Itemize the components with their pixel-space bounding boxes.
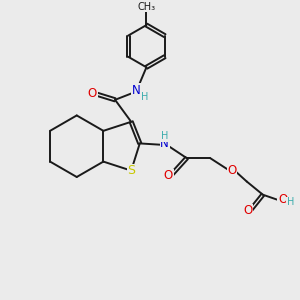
Text: CH₃: CH₃ (137, 2, 155, 12)
Text: H: H (141, 92, 148, 102)
Text: N: N (132, 84, 140, 97)
Text: O: O (278, 194, 287, 206)
Text: N: N (160, 137, 169, 150)
Text: O: O (164, 169, 173, 182)
Text: H: H (161, 131, 168, 141)
Text: S: S (127, 164, 135, 177)
Text: H: H (287, 197, 294, 207)
Text: O: O (227, 164, 237, 177)
Text: O: O (88, 88, 97, 100)
Text: O: O (244, 204, 253, 217)
